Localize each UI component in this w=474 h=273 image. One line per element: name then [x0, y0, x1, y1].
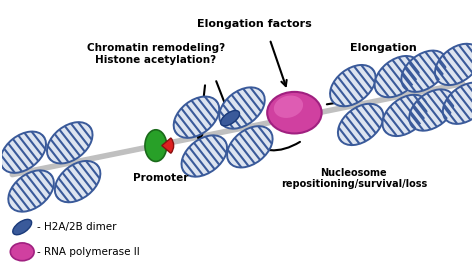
Ellipse shape	[220, 111, 239, 126]
Ellipse shape	[274, 96, 303, 118]
Ellipse shape	[227, 126, 273, 168]
Ellipse shape	[145, 130, 167, 161]
Ellipse shape	[47, 122, 92, 164]
Ellipse shape	[267, 92, 322, 133]
Ellipse shape	[9, 170, 54, 212]
Ellipse shape	[409, 89, 455, 131]
Ellipse shape	[401, 51, 447, 92]
Ellipse shape	[55, 161, 100, 202]
Text: - RNA polymerase II: - RNA polymerase II	[37, 247, 140, 257]
Ellipse shape	[10, 243, 34, 261]
Text: Promoter: Promoter	[133, 173, 189, 183]
Ellipse shape	[219, 87, 265, 129]
Ellipse shape	[374, 56, 420, 97]
Ellipse shape	[173, 97, 219, 138]
Text: Nucleosome
repositioning/survival/loss: Nucleosome repositioning/survival/loss	[281, 168, 427, 189]
Text: Elongation: Elongation	[350, 43, 417, 53]
Ellipse shape	[182, 135, 227, 177]
Text: - H2A/2B dimer: - H2A/2B dimer	[37, 222, 117, 232]
Ellipse shape	[443, 82, 474, 124]
Ellipse shape	[383, 95, 428, 136]
Wedge shape	[162, 138, 173, 153]
Ellipse shape	[338, 104, 383, 145]
Text: Chromatin remodeling?
Histone acetylation?: Chromatin remodeling? Histone acetylatio…	[87, 43, 225, 64]
Ellipse shape	[0, 132, 46, 173]
Ellipse shape	[13, 219, 32, 235]
Text: Elongation factors: Elongation factors	[198, 19, 312, 29]
Ellipse shape	[435, 44, 474, 85]
Ellipse shape	[330, 65, 375, 106]
